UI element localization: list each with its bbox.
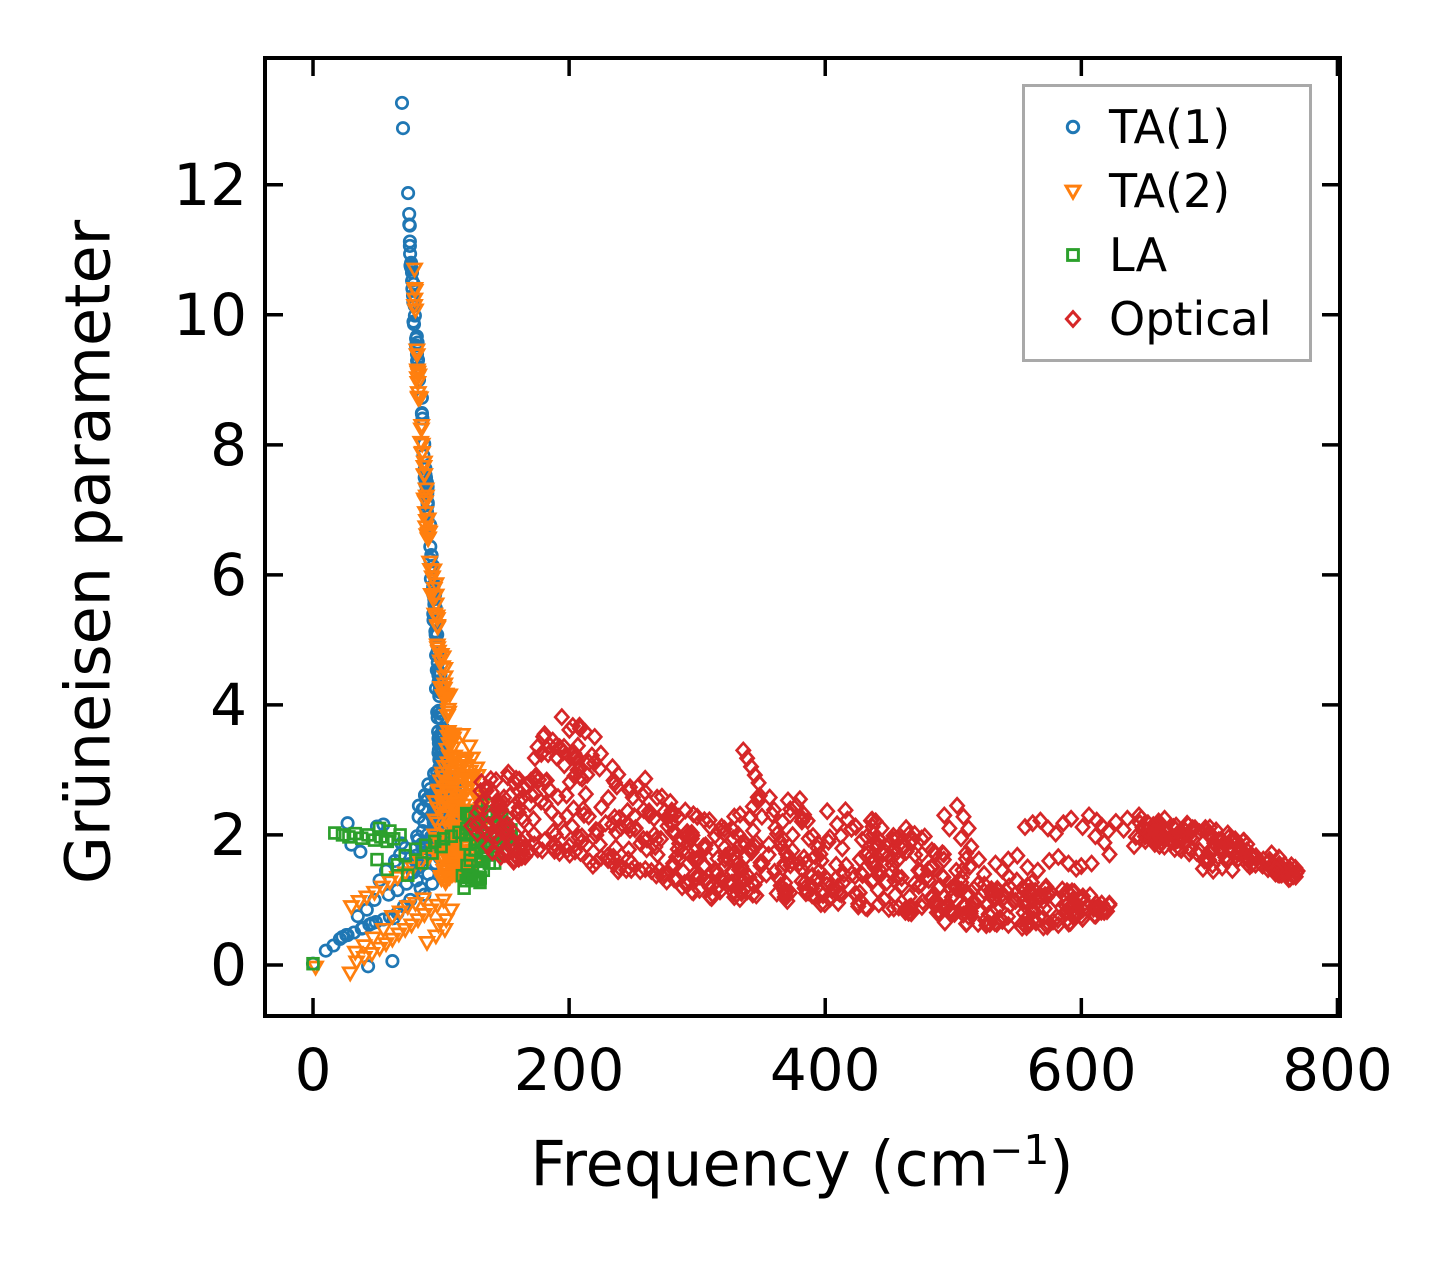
y-tick-label: 10 xyxy=(173,281,247,349)
y-tick-label: 8 xyxy=(210,411,247,479)
x-tick-label: 600 xyxy=(1026,1036,1137,1104)
y-tick-label: 4 xyxy=(210,671,247,739)
legend-item-la: LA xyxy=(1051,232,1309,278)
legend: TA(1) TA(2) LA Optical xyxy=(1022,84,1312,362)
x-axis-label-exponent: −1 xyxy=(989,1126,1050,1174)
legend-label-ta2: TA(2) xyxy=(1109,164,1231,218)
y-tick-label: 0 xyxy=(210,931,247,999)
legend-label-optical: Optical xyxy=(1109,292,1272,346)
x-axis-label: Frequency (cm−1) xyxy=(502,1126,1102,1201)
x-tick-label: 400 xyxy=(770,1036,881,1104)
x-tick-label: 200 xyxy=(514,1036,625,1104)
y-tick-label: 2 xyxy=(210,801,247,869)
axes-frame: 0 200 400 600 800 0 2 4 6 8 10 12 xyxy=(173,56,1393,1104)
triangle-down-icon xyxy=(1063,184,1083,202)
legend-item-ta2: TA(2) xyxy=(1051,168,1309,214)
diamond-icon xyxy=(1064,309,1082,329)
x-axis-label-close: ) xyxy=(1049,1127,1074,1201)
legend-item-ta1: TA(1) xyxy=(1051,104,1309,150)
square-icon xyxy=(1066,248,1080,262)
legend-label-ta1: TA(1) xyxy=(1109,100,1231,154)
x-tick-label: 800 xyxy=(1282,1036,1393,1104)
legend-item-optical: Optical xyxy=(1051,296,1309,342)
x-axis-label-text: Frequency (cm xyxy=(530,1127,990,1201)
circle-icon xyxy=(1065,119,1081,135)
y-tick-label: 6 xyxy=(210,541,247,609)
y-axis-label: Grüneisen parameter xyxy=(51,219,125,885)
y-tick-label: 12 xyxy=(173,151,247,219)
legend-label-la: LA xyxy=(1109,228,1168,282)
series-optical xyxy=(462,707,1307,938)
x-tick-label: 0 xyxy=(295,1036,332,1104)
